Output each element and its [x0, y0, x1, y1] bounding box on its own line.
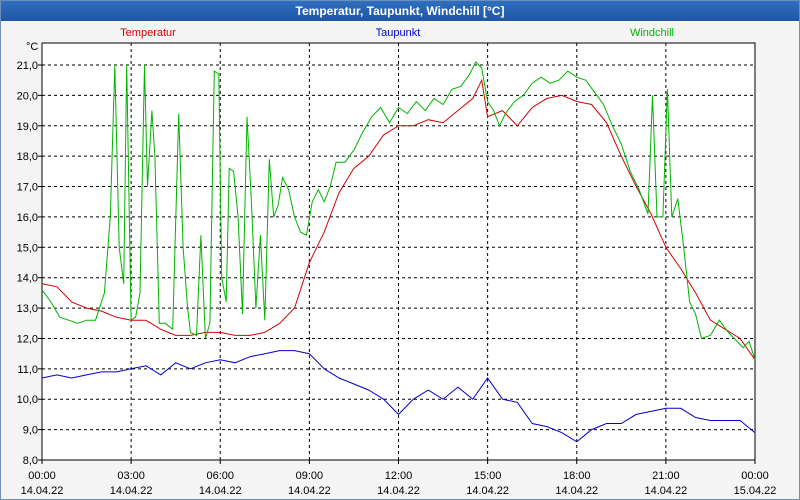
x-tick-date: 14.04.22	[199, 485, 242, 497]
x-tick-date: 14.04.22	[288, 485, 331, 497]
y-tick-label: 15,0	[17, 242, 38, 254]
x-tick-time: 00:00	[28, 470, 56, 482]
y-tick-label: 13,0	[17, 303, 38, 315]
x-tick-time: 18:00	[563, 470, 591, 482]
x-tick-date: 14.04.22	[644, 485, 687, 497]
window-title: Temperatur, Taupunkt, Windchill [°C]	[1, 1, 799, 21]
y-tick-label: 8,0	[23, 455, 38, 467]
y-tick-label: 18,0	[17, 151, 38, 163]
legend-windchill: Windchill	[630, 27, 674, 39]
y-tick-label: 10,0	[17, 394, 38, 406]
series-line-taupunkt	[41, 350, 756, 443]
y-tick-label: 16,0	[17, 212, 38, 224]
y-axis-unit: °C	[26, 41, 38, 53]
x-tick-time: 15:00	[474, 470, 502, 482]
x-tick-time: 00:00	[741, 470, 769, 482]
series-line-windchill	[41, 61, 756, 360]
series-line-temperatur	[41, 78, 756, 360]
x-tick-date: 15.04.22	[734, 485, 777, 497]
y-tick-label: 17,0	[17, 182, 38, 194]
legend-temperatur: Temperatur	[120, 27, 176, 39]
y-tick-label: 14,0	[17, 273, 38, 285]
x-tick-date: 14.04.22	[21, 485, 64, 497]
y-axis: 21,0 20,0 19,0 18,0 17,0 16,0 15,0 14,0 13,0 12,0…	[17, 60, 42, 467]
y-tick-label: 21,0	[17, 60, 38, 72]
y-tick-label: 12,0	[17, 333, 38, 345]
y-tick-label: 9,0	[23, 425, 38, 437]
x-tick-time: 03:00	[117, 470, 145, 482]
x-tick-time: 09:00	[296, 470, 324, 482]
legend-taupunkt: Taupunkt	[376, 27, 421, 39]
x-tick-date: 14.04.22	[555, 485, 598, 497]
y-tick-label: 19,0	[17, 121, 38, 133]
x-tick-time: 12:00	[385, 470, 413, 482]
x-axis: 00:00 14.04.22 03:00 14.04.22 06:00 14.04.22 0…	[21, 460, 777, 497]
y-tick-label: 20,0	[17, 90, 38, 102]
x-tick-time: 06:00	[206, 470, 234, 482]
legend: Temperatur Taupunkt Windchill	[120, 27, 674, 39]
x-tick-date: 14.04.22	[377, 485, 420, 497]
series-lines	[41, 61, 756, 443]
x-tick-time: 21:00	[652, 470, 680, 482]
y-tick-label: 11,0	[17, 364, 38, 376]
x-tick-date: 14.04.22	[110, 485, 153, 497]
plot-area	[41, 42, 756, 461]
x-tick-date: 14.04.22	[466, 485, 509, 497]
